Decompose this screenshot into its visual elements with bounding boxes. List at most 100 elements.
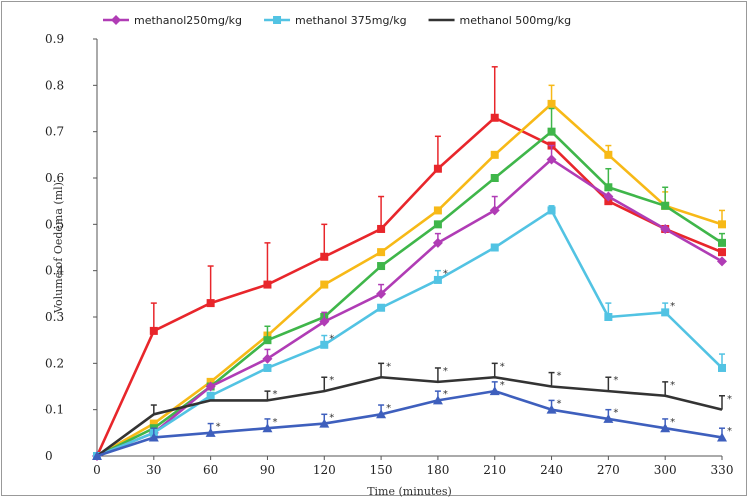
- data-point: [490, 150, 499, 159]
- significance-mark: *: [272, 417, 277, 428]
- data-point: [547, 99, 556, 108]
- data-point: [490, 243, 499, 252]
- x-tick-label: 60: [203, 463, 218, 477]
- data-point: [377, 262, 386, 271]
- data-point: [149, 419, 158, 428]
- data-point: [546, 404, 557, 414]
- data-point: [92, 451, 102, 460]
- data-point: [717, 432, 727, 442]
- significance-mark: *: [329, 412, 334, 423]
- x-tick-label: 90: [260, 463, 275, 477]
- significance-mark: *: [443, 366, 448, 377]
- data-point: [433, 220, 442, 229]
- data-point: [547, 206, 556, 215]
- data-point: [320, 252, 329, 261]
- y-tick-label: 0.9: [45, 32, 64, 46]
- significance-mark: *: [613, 375, 618, 386]
- y-tick-label: 0.4: [45, 264, 64, 278]
- data-point: [263, 363, 272, 372]
- data-point: [604, 150, 613, 159]
- data-point: [433, 164, 442, 173]
- data-point: [433, 206, 442, 215]
- x-tick-label: 120: [313, 463, 336, 477]
- series-5: [96, 362, 725, 458]
- data-point: [149, 326, 158, 335]
- data-point: [377, 303, 386, 312]
- data-point: [205, 381, 216, 392]
- significance-mark: *: [500, 380, 505, 391]
- series-line: [96, 158, 723, 458]
- x-tick-label: 30: [146, 463, 161, 477]
- data-point: [376, 288, 387, 299]
- data-point: [432, 395, 443, 405]
- data-point: [717, 256, 727, 267]
- x-tick-label: 0: [93, 463, 101, 477]
- legend-marker: [273, 16, 282, 24]
- data-point: [660, 423, 671, 433]
- data-point: [377, 224, 386, 233]
- data-point: [660, 223, 671, 234]
- series-group: * * * * * * * * * * * * * * * * * * * * * *: [92, 66, 732, 461]
- x-tick-label: 180: [426, 463, 449, 477]
- y-tick-label: 0.8: [45, 78, 64, 92]
- data-point: [148, 432, 159, 442]
- y-tick-label: 0.1: [45, 403, 64, 417]
- data-point: [489, 386, 500, 396]
- x-tick-label: 210: [483, 463, 506, 477]
- data-point: [490, 174, 499, 182]
- significance-mark: *: [386, 403, 391, 414]
- significance-mark: *: [670, 301, 675, 312]
- legend-label: methanol 375mg/kg: [295, 14, 407, 27]
- significance-mark: *: [216, 422, 221, 433]
- data-point: [206, 299, 215, 308]
- x-tick-label: 240: [540, 463, 563, 477]
- significance-mark: *: [386, 361, 391, 372]
- series-line: [96, 375, 723, 458]
- x-tick-label: 270: [597, 463, 620, 477]
- data-point: [604, 183, 613, 192]
- data-point: [547, 127, 556, 136]
- data-point: [718, 363, 726, 372]
- legend-label: methanol 500mg/kg: [460, 14, 572, 27]
- data-point: [490, 113, 499, 122]
- significance-mark: *: [329, 375, 334, 386]
- y-tick-label: 0: [45, 449, 53, 463]
- y-axis-label: Volume of Oedema (ml): [52, 182, 65, 314]
- data-point: [433, 275, 442, 284]
- significance-mark: *: [613, 408, 618, 419]
- series-3: [92, 144, 727, 461]
- y-tick-label: 0.7: [45, 125, 64, 139]
- data-point: [661, 308, 670, 317]
- data-point: [718, 238, 726, 247]
- data-point: [718, 220, 726, 229]
- series-line: [96, 209, 723, 458]
- y-tick-label: 0.2: [45, 356, 64, 370]
- significance-mark: *: [727, 426, 732, 437]
- data-point: [205, 427, 216, 437]
- data-point: [206, 391, 215, 400]
- data-point: [546, 154, 557, 165]
- x-tick-label: 330: [711, 463, 734, 477]
- legend: methanol250mg/kg methanol 375mg/kg methano…: [103, 14, 571, 27]
- legend-item: methanol 500mg/kg: [428, 14, 572, 27]
- data-point: [262, 353, 273, 364]
- data-point: [661, 201, 670, 210]
- data-point: [263, 280, 272, 289]
- x-axis-label: Time (minutes): [367, 485, 452, 498]
- significance-mark: *: [557, 371, 562, 382]
- data-point: [377, 248, 386, 257]
- significance-mark: *: [557, 398, 562, 409]
- significance-mark: *: [727, 394, 732, 405]
- data-point: [604, 313, 613, 321]
- data-point: [319, 316, 330, 327]
- data-point: [489, 205, 500, 216]
- data-point: [603, 191, 614, 202]
- data-point: [376, 409, 387, 419]
- significance-mark: *: [500, 361, 505, 372]
- legend-label: methanol250mg/kg: [134, 14, 242, 27]
- data-point: [432, 237, 443, 248]
- data-point: [320, 340, 329, 349]
- series-line: [95, 116, 723, 457]
- data-point: [320, 280, 329, 289]
